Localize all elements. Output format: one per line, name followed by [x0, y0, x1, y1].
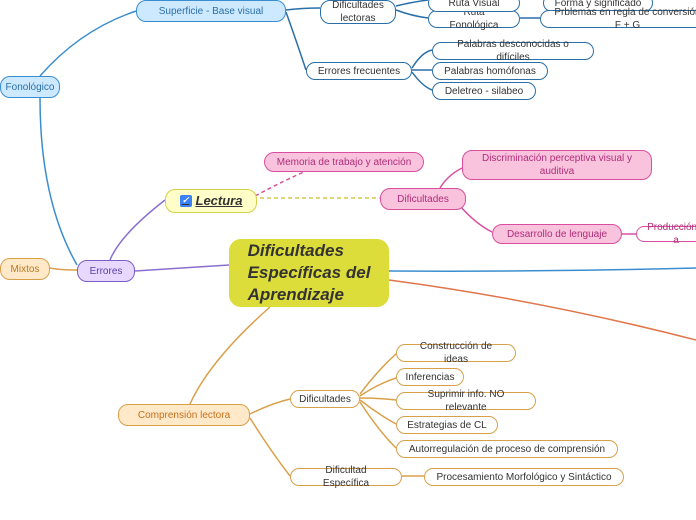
node-palabras_hom[interactable]: Palabras homófonas — [432, 62, 548, 80]
node-lectura[interactable]: ✓ Lectura — [165, 189, 257, 213]
connector — [286, 12, 306, 70]
node-dificultades_pink[interactable]: Dificultades — [380, 188, 466, 210]
node-suprimir[interactable]: Suprimir info. NO relevante — [396, 392, 536, 410]
node-ruta_visual_partial[interactable]: Ruta Visual — [428, 0, 520, 12]
node-palabras_desc[interactable]: Palabras desconocidas o difíciles — [432, 42, 594, 60]
connector — [50, 268, 77, 270]
connector — [360, 354, 396, 394]
node-mixtos[interactable]: Mixtos — [0, 258, 50, 280]
connector — [286, 8, 320, 10]
connector — [412, 50, 432, 68]
connector — [396, 0, 428, 6]
node-errores[interactable]: Errores — [77, 260, 135, 282]
node-comprension[interactable]: Comprensión lectora — [118, 404, 250, 426]
connector — [360, 378, 396, 396]
connector — [412, 72, 432, 90]
connector — [250, 399, 290, 414]
node-memoria[interactable]: Memoria de trabajo y atención — [264, 152, 424, 172]
connector — [396, 10, 428, 18]
connector — [360, 398, 396, 400]
node-procesamiento[interactable]: Procesamiento Morfológico y Sintáctico — [424, 468, 624, 486]
node-construccion[interactable]: Construcción de ideas — [396, 344, 516, 362]
node-inferencias[interactable]: Inferencias — [396, 368, 464, 386]
node-autorregulacion[interactable]: Autorregulación de proceso de comprensió… — [396, 440, 618, 458]
checkbox-icon[interactable]: ✓ — [180, 195, 192, 207]
node-dif_comp[interactable]: Dificultades — [290, 390, 360, 408]
connector — [440, 168, 462, 188]
connector — [40, 11, 136, 76]
lectura-label: Lectura — [196, 193, 243, 210]
node-deletreo[interactable]: Deletreo - silabeo — [432, 82, 536, 100]
node-discriminacion[interactable]: Discriminación perceptiva visual y audit… — [462, 150, 652, 180]
connector — [135, 265, 229, 271]
node-superficie[interactable]: Superficie - Base visual — [136, 0, 286, 22]
connector — [255, 172, 304, 196]
connector — [250, 418, 290, 476]
node-ruta_fonol[interactable]: Ruta Fonológica — [428, 10, 520, 28]
node-fonologico[interactable]: Fonológico — [0, 76, 60, 98]
connector — [190, 307, 270, 404]
node-dif_lectoras[interactable]: Dificultades lectoras — [320, 0, 396, 24]
connector — [360, 402, 396, 448]
node-desarrollo[interactable]: Desarrollo de lenguaje — [492, 224, 622, 244]
connector — [460, 206, 492, 232]
connector — [389, 280, 696, 340]
connector — [40, 98, 77, 265]
connector — [360, 400, 396, 424]
node-central[interactable]: Dificultades Específicas del Aprendizaje — [229, 239, 389, 307]
node-errores_frec[interactable]: Errores frecuentes — [306, 62, 412, 80]
node-dif_especifica[interactable]: Dificultad Específica — [290, 468, 402, 486]
node-produccion[interactable]: Producción y a — [636, 226, 696, 242]
node-prblemas[interactable]: Prblemas en regla de conversión F + G — [540, 10, 696, 28]
connector — [389, 268, 696, 271]
node-estrategias[interactable]: Estrategias de CL — [396, 416, 498, 434]
connector — [110, 200, 165, 260]
